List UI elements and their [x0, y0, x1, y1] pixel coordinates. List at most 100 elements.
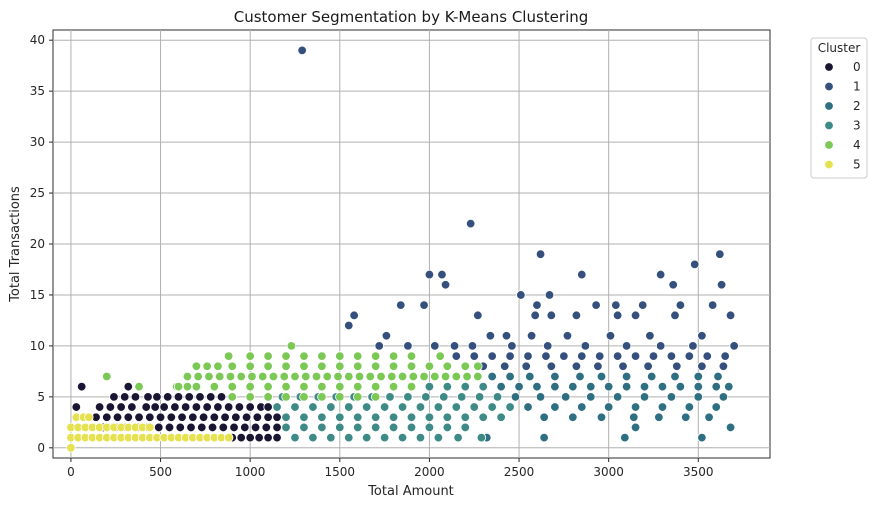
data-point-cluster-4	[387, 371, 397, 382]
data-point-cluster-0	[71, 402, 82, 412]
data-point-cluster-3	[272, 402, 282, 412]
data-point-cluster-2	[568, 412, 578, 422]
data-point-cluster-4	[388, 351, 399, 361]
data-point-cluster-1	[440, 280, 451, 290]
data-point-cluster-3	[442, 422, 453, 433]
data-point-cluster-3	[344, 402, 354, 412]
data-point-cluster-0	[234, 402, 245, 412]
legend-marker-1	[824, 81, 834, 92]
x-tick-label: 3500	[683, 465, 714, 479]
data-point-cluster-4	[335, 361, 345, 371]
data-point-cluster-3	[326, 432, 336, 443]
data-point-cluster-1	[467, 341, 478, 351]
data-point-cluster-4	[209, 381, 220, 392]
data-point-cluster-4	[442, 361, 453, 371]
data-point-cluster-0	[229, 422, 239, 433]
data-point-cluster-3	[456, 392, 467, 402]
data-point-cluster-2	[505, 371, 515, 382]
data-point-cluster-4	[299, 392, 309, 402]
data-point-cluster-0	[241, 412, 252, 422]
data-point-cluster-2	[603, 381, 614, 392]
data-point-cluster-2	[612, 392, 623, 402]
data-point-cluster-1	[535, 249, 546, 259]
data-point-cluster-1	[546, 361, 557, 371]
data-point-cluster-1	[546, 310, 557, 321]
data-point-cluster-4	[263, 351, 273, 361]
data-point-cluster-0	[231, 412, 241, 422]
data-point-cluster-4	[344, 371, 354, 382]
data-point-cluster-2	[711, 402, 721, 412]
data-point-cluster-1	[571, 310, 582, 321]
data-point-cluster-4	[353, 381, 363, 392]
data-point-cluster-2	[697, 432, 707, 443]
data-point-cluster-2	[525, 371, 535, 382]
y-tick-label: 0	[37, 441, 45, 455]
data-point-cluster-4	[227, 361, 237, 371]
data-point-cluster-3	[492, 392, 503, 402]
data-point-cluster-1	[449, 341, 460, 351]
y-axis-ticks: 0 5 10 15 20 25 30 35 40	[30, 33, 53, 455]
data-point-cluster-3	[474, 392, 485, 402]
data-point-cluster-0	[254, 432, 264, 443]
data-point-cluster-1	[562, 331, 573, 341]
data-point-cluster-2	[630, 422, 641, 433]
y-tick-label: 15	[30, 288, 45, 302]
data-point-cluster-3	[469, 402, 479, 412]
data-point-cluster-4	[376, 371, 386, 382]
data-point-cluster-1	[500, 361, 510, 371]
data-point-cluster-3	[370, 412, 381, 422]
data-point-cluster-4	[370, 361, 381, 371]
data-point-cluster-1	[672, 361, 682, 371]
data-point-cluster-1	[605, 331, 616, 341]
data-point-cluster-1	[297, 45, 307, 56]
x-axis-label: Total Amount	[367, 484, 454, 499]
data-point-cluster-0	[112, 412, 123, 422]
data-point-cluster-1	[630, 351, 641, 361]
data-point-cluster-4	[281, 392, 291, 402]
data-point-cluster-4	[388, 361, 399, 371]
data-point-cluster-3	[476, 432, 487, 443]
data-point-cluster-1	[487, 351, 497, 361]
data-point-cluster-1	[501, 331, 512, 341]
data-point-cluster-0	[209, 412, 220, 422]
data-point-cluster-3	[439, 392, 449, 402]
data-point-cluster-1	[666, 351, 677, 361]
data-point-cluster-1	[451, 351, 462, 361]
legend-label-3: 3	[853, 119, 861, 133]
data-point-cluster-2	[693, 392, 704, 402]
data-point-cluster-4	[353, 392, 363, 402]
data-point-cluster-1	[684, 351, 695, 361]
data-point-cluster-0	[116, 402, 126, 412]
data-point-cluster-4	[290, 371, 300, 382]
data-point-cluster-4	[281, 351, 291, 361]
legend-items: 0 1 2 3 4 5	[824, 60, 861, 172]
data-point-cluster-4	[408, 371, 418, 382]
data-point-cluster-2	[510, 392, 521, 402]
data-point-cluster-1	[618, 361, 628, 371]
data-point-cluster-3	[344, 432, 354, 443]
data-point-cluster-3	[478, 381, 488, 392]
data-point-cluster-4	[202, 361, 212, 371]
data-point-cluster-4	[322, 371, 332, 382]
data-point-cluster-3	[424, 422, 435, 433]
data-point-cluster-3	[406, 412, 417, 422]
data-point-cluster-4	[370, 392, 381, 402]
data-point-cluster-1	[485, 331, 496, 341]
data-point-cluster-2	[670, 371, 680, 382]
data-point-cluster-0	[245, 432, 255, 443]
data-point-cluster-4	[223, 351, 234, 361]
data-point-cluster-1	[532, 300, 542, 310]
y-tick-label: 20	[30, 237, 45, 251]
data-point-cluster-3	[353, 412, 363, 422]
data-point-cluster-3	[433, 402, 444, 412]
data-point-cluster-2	[684, 402, 695, 412]
data-point-cluster-2	[560, 392, 571, 402]
y-tick-label: 40	[30, 33, 45, 47]
data-point-cluster-3	[317, 422, 327, 433]
data-point-cluster-1	[707, 300, 718, 310]
data-point-cluster-4	[317, 392, 327, 402]
data-point-cluster-1	[688, 341, 698, 351]
x-tick-label: 2500	[504, 465, 535, 479]
chart-title: Customer Segmentation by K-Means Cluster…	[234, 8, 589, 26]
data-point-cluster-0	[272, 432, 282, 443]
